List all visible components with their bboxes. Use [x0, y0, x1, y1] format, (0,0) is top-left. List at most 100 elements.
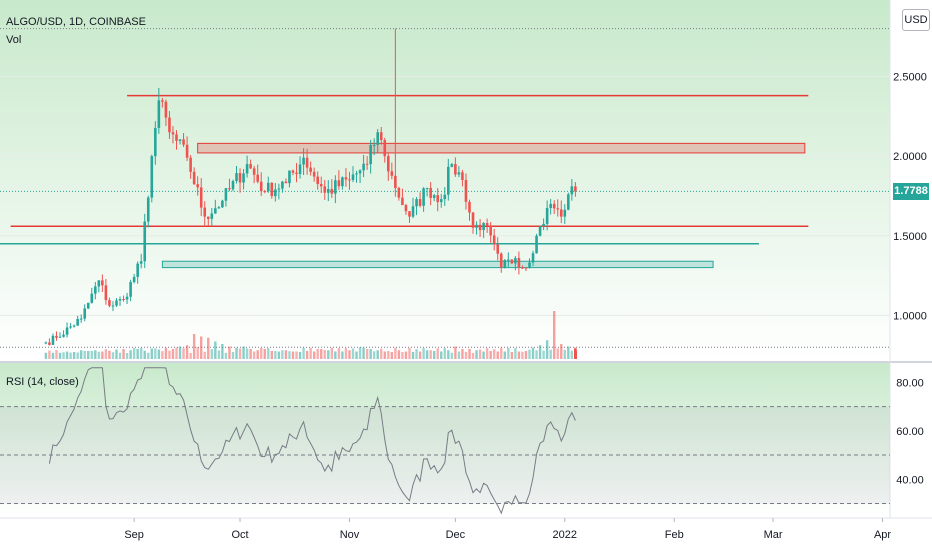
- volume-bar-fill-61: [260, 347, 263, 359]
- volume-bar-73: [560, 344, 563, 359]
- candle-body-41: [189, 157, 192, 172]
- candle-body-120: [468, 201, 471, 213]
- volume-bar-fill-35: [168, 350, 171, 359]
- volume-bar-15: [150, 348, 153, 359]
- candle-body-86: [348, 179, 351, 181]
- volume-bar-fill-123: [478, 349, 482, 359]
- volume-bar-41: [334, 351, 337, 359]
- candle-body-102: [404, 205, 408, 212]
- volume-bar-48: [383, 351, 386, 359]
- candle-body-31: [154, 127, 157, 157]
- candle-body-143: [549, 203, 552, 209]
- volume-bar-fill-145: [556, 348, 559, 359]
- time-tick-label-4: 2022: [553, 529, 577, 541]
- volume-bar-27: [235, 347, 238, 359]
- candle-body-150: [574, 186, 577, 192]
- candle-body-64: [270, 182, 274, 197]
- candle-body-108: [425, 187, 429, 189]
- candle-body-97: [387, 156, 390, 172]
- time-tick-label-1: Oct: [231, 529, 248, 541]
- volume-bar-fill-83: [337, 348, 341, 359]
- candle-body-114: [447, 166, 450, 195]
- volume-bar-fill-131: [507, 347, 510, 359]
- volume-bar-109: [574, 351, 577, 359]
- candle-body-141: [542, 223, 545, 227]
- candle-body-115: [450, 164, 454, 167]
- volume-bar-72: [553, 311, 556, 359]
- volume-bar-51: [404, 351, 408, 359]
- candle-body-22: [122, 298, 125, 300]
- candle-body-119: [464, 180, 468, 202]
- candle-body-32: [157, 100, 161, 128]
- candle-body-138: [531, 253, 535, 263]
- candle-body-28: [143, 221, 147, 262]
- volume-bar-23: [207, 337, 210, 359]
- volume-bar-fill-143: [549, 349, 552, 359]
- volume-bar-7: [94, 350, 97, 359]
- candle-body-44: [199, 187, 203, 208]
- candle-body-61: [259, 181, 263, 192]
- volume-bar-fill-67: [281, 350, 284, 359]
- volume-bar-2: [58, 352, 62, 359]
- candle-body-77: [316, 176, 319, 185]
- symbol-title[interactable]: ALGO/USD, 1D, COINBASE: [6, 16, 146, 28]
- candle-body-20: [115, 300, 118, 306]
- candle-body-111: [436, 195, 440, 203]
- candle-body-129: [499, 253, 503, 268]
- volume-bar-56: [440, 351, 443, 359]
- volume-bar-fill-127: [493, 349, 496, 359]
- candle-body-145: [556, 208, 560, 210]
- volume-bar-fill-51: [224, 352, 228, 359]
- volume-bar-9: [108, 350, 111, 359]
- candle-body-96: [383, 140, 387, 157]
- volume-bars: [44, 311, 577, 359]
- candle-body-9: [76, 318, 79, 326]
- volume-bar-31: [263, 349, 266, 359]
- volume-bar-36: [298, 352, 302, 359]
- candle-body-43: [196, 184, 199, 188]
- volume-bar-25: [221, 344, 224, 359]
- volume-bar-54: [425, 350, 429, 359]
- volume-bar-fill-65: [274, 351, 277, 359]
- candle-body-69: [288, 170, 291, 184]
- time-tick-label-5: Feb: [665, 529, 684, 541]
- candle-body-7: [69, 326, 72, 328]
- volume-bar-fill-41: [189, 352, 192, 359]
- volume-bar-fill-63: [267, 348, 270, 359]
- candle-body-113: [443, 194, 447, 200]
- rsi-legend-label[interactable]: RSI (14, close): [6, 376, 79, 388]
- candle-body-30: [150, 156, 154, 198]
- rsi-tick-label-1: 60.00: [896, 426, 924, 438]
- volume-bar-fill-115: [450, 352, 454, 359]
- candle-body-63: [266, 182, 270, 192]
- volume-bar-14: [143, 350, 146, 359]
- candle-body-117: [457, 172, 461, 175]
- volume-bar-1: [51, 352, 55, 359]
- volume-legend-label[interactable]: Vol: [6, 34, 22, 46]
- volume-bar-11: [122, 349, 125, 359]
- volume-bar-fill-113: [443, 348, 446, 359]
- volume-bar-64: [496, 351, 499, 359]
- candle-body-95: [379, 132, 383, 141]
- candle-body-60: [256, 174, 259, 182]
- candle-body-84: [341, 177, 344, 187]
- volume-bar-33: [277, 351, 281, 359]
- currency-button[interactable]: USD: [902, 9, 930, 31]
- candle-body-62: [263, 191, 267, 193]
- candle-body-4: [58, 336, 62, 338]
- volume-bar-fill-139: [535, 350, 538, 359]
- volume-bar-62: [482, 351, 485, 359]
- candle-body-55: [238, 173, 242, 183]
- candle-body-54: [235, 173, 238, 182]
- volume-bar-fill-135: [521, 351, 524, 359]
- candle-body-79: [323, 186, 327, 193]
- volume-bar-fill-71: [295, 351, 298, 359]
- volume-bar-fill-101: [401, 352, 404, 359]
- volume-bar-fill-117: [457, 351, 461, 359]
- volume-bar-fill-31: [154, 348, 157, 359]
- candle-body-67: [281, 181, 284, 189]
- volume-bar-18: [171, 349, 175, 359]
- candle-body-123: [478, 224, 482, 231]
- volume-bar-42: [341, 351, 344, 359]
